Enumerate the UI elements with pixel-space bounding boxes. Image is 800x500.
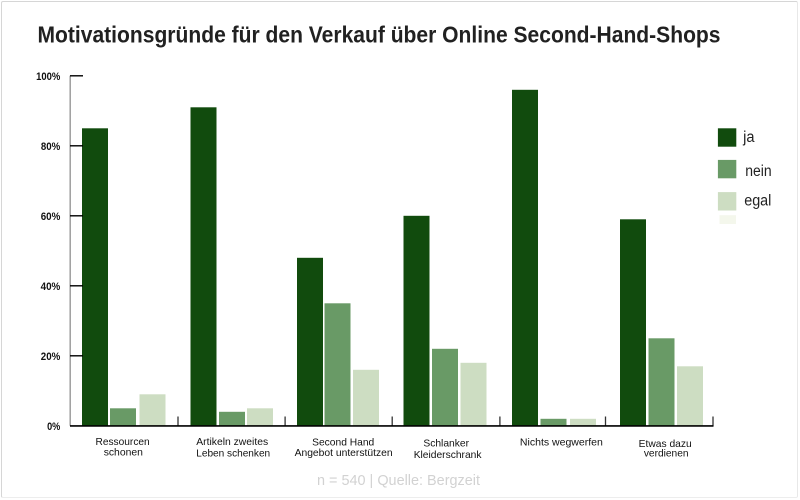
svg-text:schonen: schonen [104, 447, 143, 458]
svg-text:Etwas dazu: Etwas dazu [639, 439, 692, 450]
svg-text:egal: egal [744, 193, 771, 210]
svg-text:verdienen: verdienen [644, 449, 689, 460]
svg-text:Motivationsgründe für den Verk: Motivationsgründe für den Verkauf über O… [38, 21, 721, 47]
svg-text:Artikeln zweites: Artikeln zweites [196, 437, 268, 448]
svg-text:Leben schenken: Leben schenken [196, 448, 270, 459]
svg-text:Angebot unterstützen: Angebot unterstützen [295, 448, 393, 459]
svg-text:40%: 40% [41, 281, 61, 293]
svg-text:Schlanker: Schlanker [423, 439, 469, 450]
svg-text:0%: 0% [47, 421, 61, 433]
svg-text:n = 540 | Quelle: Bergzeit: n = 540 | Quelle: Bergzeit [317, 472, 481, 489]
svg-text:Nichts wegwerfen: Nichts wegwerfen [520, 437, 603, 448]
svg-text:80%: 80% [41, 141, 61, 153]
svg-text:Ressourcen: Ressourcen [96, 437, 150, 448]
svg-text:20%: 20% [41, 351, 61, 363]
svg-text:60%: 60% [41, 211, 61, 223]
svg-text:100%: 100% [36, 71, 61, 83]
svg-text:ja: ja [742, 129, 755, 146]
svg-text:Second Hand: Second Hand [312, 437, 374, 448]
svg-text:Kleiderschrank: Kleiderschrank [414, 450, 483, 461]
svg-text:nein: nein [745, 163, 771, 180]
